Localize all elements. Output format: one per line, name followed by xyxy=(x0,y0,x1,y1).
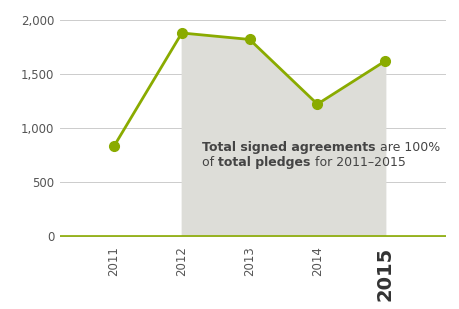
Text: Total signed agreements: Total signed agreements xyxy=(202,141,375,154)
Text: of: of xyxy=(202,156,218,169)
Text: are 100%: are 100% xyxy=(375,141,439,154)
Text: total pledges: total pledges xyxy=(218,156,310,169)
Text: for 2011–2015: for 2011–2015 xyxy=(310,156,405,169)
